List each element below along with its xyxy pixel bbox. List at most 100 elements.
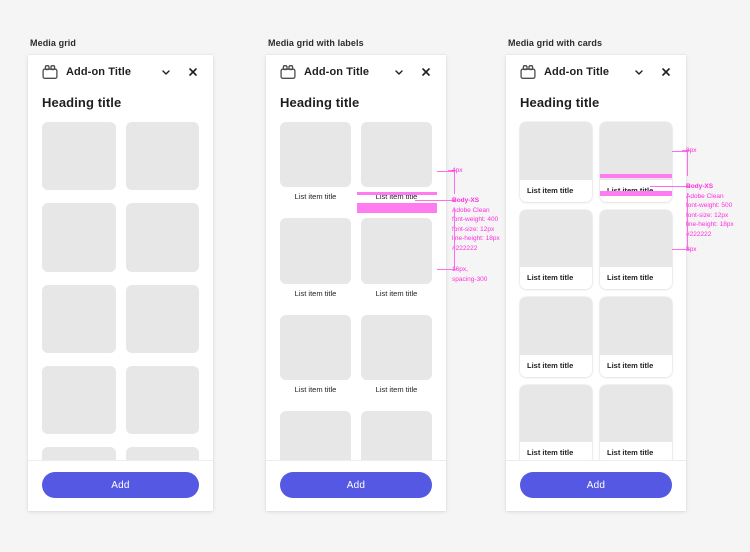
list-item-title: List item title xyxy=(294,384,337,394)
media-card[interactable]: List item title xyxy=(520,384,592,460)
panel-title: Add-on Title xyxy=(66,66,132,78)
addon-puzzle-icon xyxy=(280,65,296,79)
media-card[interactable]: List item title xyxy=(600,297,672,377)
leader-tick-gap-above xyxy=(448,170,456,171)
media-cell[interactable]: List item title xyxy=(361,122,432,202)
panel-collapse-button[interactable] xyxy=(632,65,646,79)
spec-gap-above-label: 4px xyxy=(452,167,463,174)
media-tile[interactable] xyxy=(42,203,116,272)
media-card[interactable]: List item title xyxy=(600,384,672,460)
media-grid-with-labels: List item title List item title List item … xyxy=(280,122,432,460)
media-tile xyxy=(361,410,432,460)
addon-puzzle-icon xyxy=(42,65,58,79)
list-item-title: List item title xyxy=(607,448,654,458)
media-tile xyxy=(280,218,351,284)
panel-collapse-button[interactable] xyxy=(392,65,406,79)
media-card[interactable]: List item title xyxy=(520,297,592,377)
spec-type-lineheight: line-height: 18px xyxy=(452,235,500,242)
media-tile[interactable] xyxy=(125,366,199,435)
media-cell[interactable]: List item title xyxy=(280,410,351,460)
media-tile[interactable] xyxy=(125,203,199,272)
media-grid-with-cards: List item title List item title List item … xyxy=(520,122,672,460)
media-tile[interactable] xyxy=(125,447,199,460)
list-item-title: List item title xyxy=(527,448,574,458)
media-card[interactable]: List item title xyxy=(520,122,592,202)
spec-type-weight: font-weight: 400 xyxy=(452,216,499,223)
addon-panel-media-grid-labels: Add-on Title Heading title List item tit… xyxy=(266,55,446,511)
spec-type-block-cards: Body-XS Adobe Clean font-weight: 500 fon… xyxy=(686,182,734,239)
spec-type-weight: font-weight: 500 xyxy=(686,202,733,209)
panel-title: Add-on Title xyxy=(544,66,610,78)
spec-type-title: Body-XS xyxy=(686,183,714,190)
card-thumbnail xyxy=(520,122,592,180)
panel-header: Add-on Title xyxy=(266,55,446,89)
media-card[interactable]: List item title xyxy=(600,122,672,202)
media-tile[interactable] xyxy=(42,447,116,460)
media-card[interactable]: List item title xyxy=(520,209,592,290)
spec-gap-below-token: spacing-300 xyxy=(452,275,488,283)
panel-collapse-button[interactable] xyxy=(159,65,173,79)
media-tile[interactable] xyxy=(125,284,199,354)
media-tile[interactable] xyxy=(42,122,116,191)
list-item-title: List item title xyxy=(527,185,574,195)
section-caption-media-grid-with-cards: Media grid with cards xyxy=(508,38,603,48)
spec-type-color: #222222 xyxy=(452,244,478,252)
card-thumbnail xyxy=(520,297,592,355)
media-tile[interactable] xyxy=(125,122,199,191)
spec-gap-below-card-label: 8px xyxy=(686,246,697,253)
section-caption-media-grid: Media grid xyxy=(30,38,77,48)
list-item-title: List item title xyxy=(527,360,574,370)
card-thumbnail xyxy=(600,122,672,180)
media-cell[interactable]: List item title xyxy=(280,314,351,395)
close-icon xyxy=(662,68,670,76)
panel-footer: Add xyxy=(266,460,446,511)
spec-type-family: Adobe Clean xyxy=(686,192,724,200)
spec-gap-below-block: 16px, spacing-300 xyxy=(452,265,487,284)
media-cell[interactable]: List item title xyxy=(280,122,351,202)
media-cell[interactable]: List item title xyxy=(361,218,432,298)
list-item-title: List item title xyxy=(375,192,418,202)
addon-panel-media-grid: Add-on Title Heading title Add xyxy=(28,55,213,511)
panel-heading: Heading title xyxy=(280,95,360,110)
spec-type-block-labels: Body-XS Adobe Clean font-weight: 400 fon… xyxy=(452,196,500,253)
media-grid xyxy=(42,122,199,460)
panel-close-button[interactable] xyxy=(186,65,200,79)
media-tile[interactable] xyxy=(42,284,116,354)
list-item-title: List item title xyxy=(527,273,574,283)
card-thumbnail xyxy=(600,209,672,268)
panel-heading: Heading title xyxy=(42,95,122,110)
panel-close-button[interactable] xyxy=(419,65,433,79)
media-cell[interactable]: List item title xyxy=(361,314,432,395)
panel-header: Add-on Title xyxy=(506,55,686,89)
list-item-title: List item title xyxy=(607,360,654,370)
panel-title: Add-on Title xyxy=(304,66,370,78)
list-item-title: List item title xyxy=(607,185,654,195)
close-icon xyxy=(422,68,430,76)
card-thumbnail xyxy=(600,297,672,355)
panel-footer: Add xyxy=(506,460,686,511)
add-button[interactable]: Add xyxy=(42,472,199,498)
spec-type-title: Body-XS xyxy=(452,197,480,204)
media-cell[interactable]: List item title xyxy=(361,410,432,460)
panel-close-button[interactable] xyxy=(659,65,673,79)
media-tile xyxy=(280,410,351,460)
media-tile[interactable] xyxy=(42,366,116,435)
list-item-title: List item title xyxy=(294,192,337,202)
leader-tick-gap-below xyxy=(448,269,456,270)
spec-gap-above-card-label: 8px xyxy=(686,147,697,154)
media-tile xyxy=(280,314,351,380)
add-button[interactable]: Add xyxy=(280,472,432,498)
media-tile xyxy=(361,218,432,284)
panel-body: Heading title List item title List item t… xyxy=(266,89,446,460)
card-thumbnail xyxy=(520,384,592,443)
spec-type-lineheight: line-height: 18px xyxy=(686,221,734,228)
card-thumbnail xyxy=(600,384,672,443)
addon-puzzle-icon xyxy=(520,65,536,79)
media-cell[interactable]: List item title xyxy=(280,218,351,298)
chevron-down-icon xyxy=(635,70,643,75)
card-thumbnail xyxy=(520,209,592,268)
media-card[interactable]: List item title xyxy=(600,209,672,290)
close-icon xyxy=(189,68,197,76)
add-button[interactable]: Add xyxy=(520,472,672,498)
